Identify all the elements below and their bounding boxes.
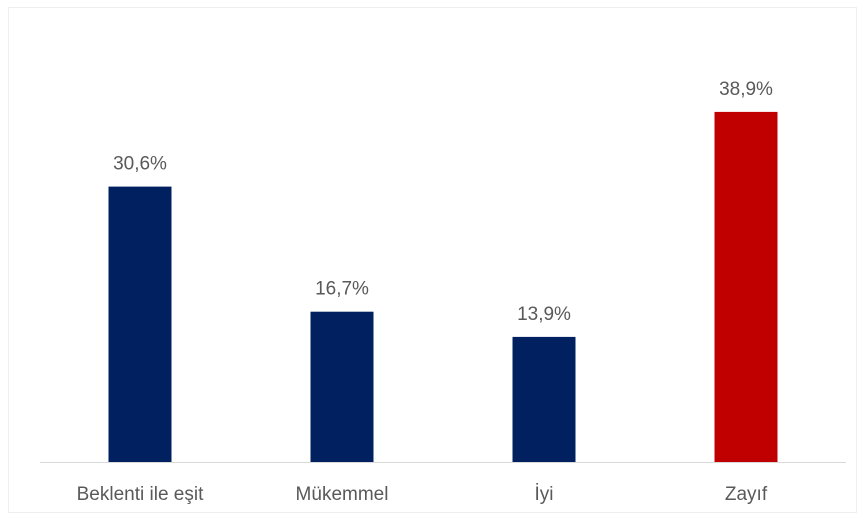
value-label-4: 38,9% bbox=[719, 79, 773, 100]
category-label-2: Mükemmel bbox=[296, 484, 389, 505]
bar-1 bbox=[108, 186, 172, 462]
value-label-group: 30,6% 16,7% 13,9% 38,9% bbox=[113, 79, 773, 325]
value-label-3: 13,9% bbox=[517, 304, 571, 325]
value-label-1: 30,6% bbox=[113, 154, 167, 175]
bar-4 bbox=[714, 111, 778, 463]
bar-group bbox=[108, 111, 778, 463]
category-label-group: Beklenti ile eşit Mükemmel İyi Zayıf bbox=[77, 484, 768, 505]
category-label-1: Beklenti ile eşit bbox=[77, 484, 204, 505]
category-label-3: İyi bbox=[535, 484, 554, 505]
category-label-4: Zayıf bbox=[725, 484, 768, 505]
bar-3 bbox=[512, 336, 576, 462]
value-label-2: 16,7% bbox=[315, 279, 369, 300]
bar-2 bbox=[310, 311, 374, 462]
